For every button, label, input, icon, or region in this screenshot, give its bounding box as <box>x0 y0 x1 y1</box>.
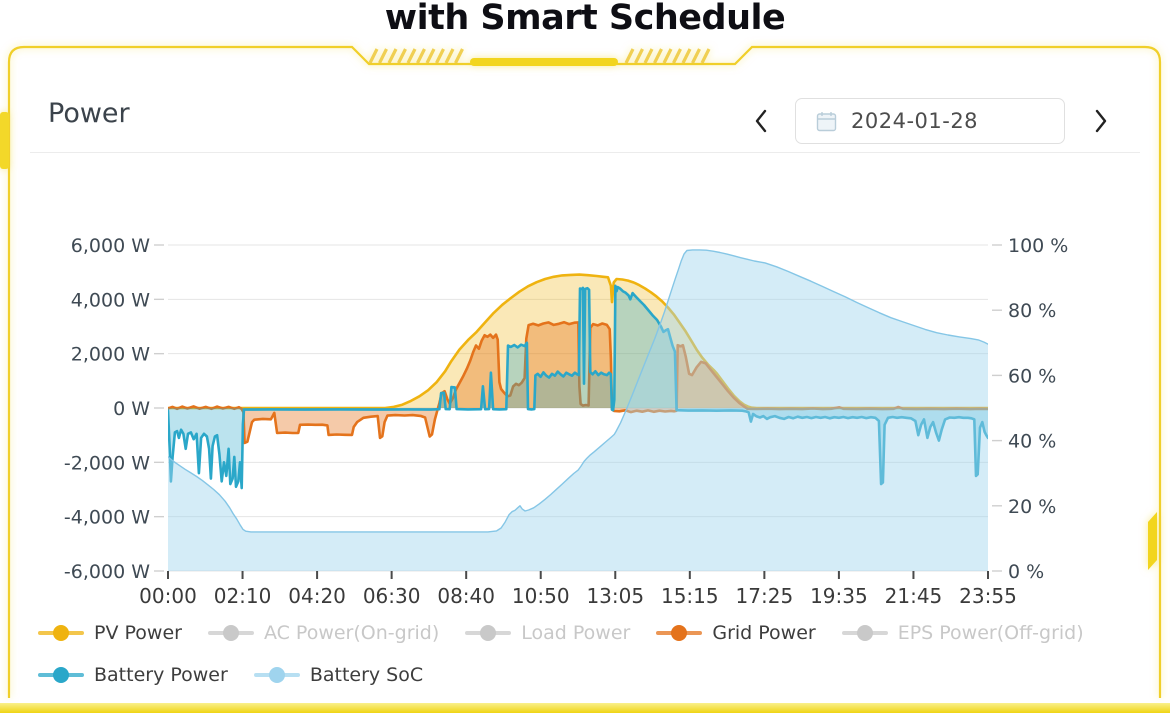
chevron-left-icon <box>753 108 769 137</box>
series-grid-power <box>168 320 988 445</box>
legend-label: PV Power <box>94 622 182 644</box>
y-axis-left: 6,000 W 4,000 W 2,000 W 0 W -2,000 W -4,000 W… <box>64 235 164 583</box>
chart-legend-row-1: PV Power AC Power(On-grid) Load Power Grid … <box>38 622 1148 644</box>
battery-soc-marker-icon <box>253 667 300 683</box>
grid-power-marker-icon <box>656 625 703 641</box>
y-left-tick-label: 6,000 W <box>71 235 150 257</box>
x-tick-label: 23:55 <box>959 584 1017 608</box>
date-input[interactable]: 2024-01-28 <box>795 98 1065 144</box>
page-title: with Smart Schedule <box>384 0 786 38</box>
pv-power-marker-icon <box>38 625 84 641</box>
x-axis: 00:00 02:10 04:20 06:30 08:40 10:50 13:05 15:15… <box>139 571 1017 608</box>
y-right-tick-label: 0 % <box>1008 561 1044 583</box>
y-left-tick-label: 4,000 W <box>71 289 150 311</box>
x-tick-label: 15:15 <box>661 584 719 608</box>
prev-date-button[interactable] <box>744 106 778 138</box>
y-left-tick-label: -6,000 W <box>64 561 150 583</box>
legend-label: AC Power(On-grid) <box>263 622 440 644</box>
y-right-tick-label: 100 % <box>1008 235 1068 257</box>
load-power-marker-icon <box>465 625 512 641</box>
legend-label: Battery SoC <box>309 664 424 686</box>
x-tick-label: 19:35 <box>810 584 868 608</box>
ac-power-on-grid-marker-icon <box>207 625 254 641</box>
legend-item-battery-soc[interactable]: Battery SoC <box>253 664 424 686</box>
y-left-tick-label: -2,000 W <box>64 452 150 474</box>
y-axis-right: 100 % 80 % 60 % 40 % 20 % 0 % <box>992 235 1068 583</box>
x-tick-label: 17:25 <box>736 584 794 608</box>
x-tick-label: 08:40 <box>437 584 495 608</box>
series-battery-power <box>168 284 988 490</box>
calendar-icon <box>816 111 837 132</box>
card-title: Power <box>48 98 130 129</box>
legend-item-grid-power[interactable]: Grid Power <box>656 622 816 644</box>
next-date-button[interactable] <box>1084 106 1118 138</box>
y-right-tick-label: 20 % <box>1008 496 1056 518</box>
legend-label: EPS Power(Off-grid) <box>897 622 1084 644</box>
x-tick-label: 06:30 <box>363 584 421 608</box>
battery-power-marker-icon <box>38 667 84 683</box>
y-left-tick-label: 0 W <box>113 398 150 420</box>
legend-item-eps-power-off-grid[interactable]: EPS Power(Off-grid) <box>841 622 1084 644</box>
x-tick-label: 21:45 <box>885 584 943 608</box>
y-left-tick-label: -4,000 W <box>64 507 150 529</box>
y-right-tick-label: 80 % <box>1008 300 1056 322</box>
x-tick-label: 10:50 <box>512 584 570 608</box>
y-right-tick-label: 60 % <box>1008 365 1056 387</box>
legend-label: Grid Power <box>712 622 816 644</box>
x-tick-label: 04:20 <box>288 584 346 608</box>
x-tick-label: 02:10 <box>214 584 272 608</box>
legend-label: Load Power <box>521 622 631 644</box>
date-value: 2024-01-28 <box>851 109 979 133</box>
y-right-tick-label: 40 % <box>1008 431 1056 453</box>
legend-item-load-power[interactable]: Load Power <box>465 622 630 644</box>
eps-power-off-grid-marker-icon <box>841 625 888 641</box>
chart-plot-area[interactable] <box>168 245 988 571</box>
series-battery-soc <box>168 249 988 571</box>
header-divider <box>30 152 1140 153</box>
legend-item-pv-power[interactable]: PV Power <box>38 622 182 644</box>
x-tick-label: 13:05 <box>586 584 644 608</box>
chart-legend-row-2: Battery Power Battery SoC <box>38 664 1148 686</box>
legend-label: Battery Power <box>94 664 228 686</box>
bottom-accent-bar <box>0 703 1170 713</box>
chevron-right-icon <box>1093 108 1109 137</box>
legend-item-ac-power-on-grid[interactable]: AC Power(On-grid) <box>207 622 440 644</box>
y-left-tick-label: 2,000 W <box>71 344 150 366</box>
legend-item-battery-power[interactable]: Battery Power <box>38 664 228 686</box>
x-tick-label: 00:00 <box>139 584 197 608</box>
